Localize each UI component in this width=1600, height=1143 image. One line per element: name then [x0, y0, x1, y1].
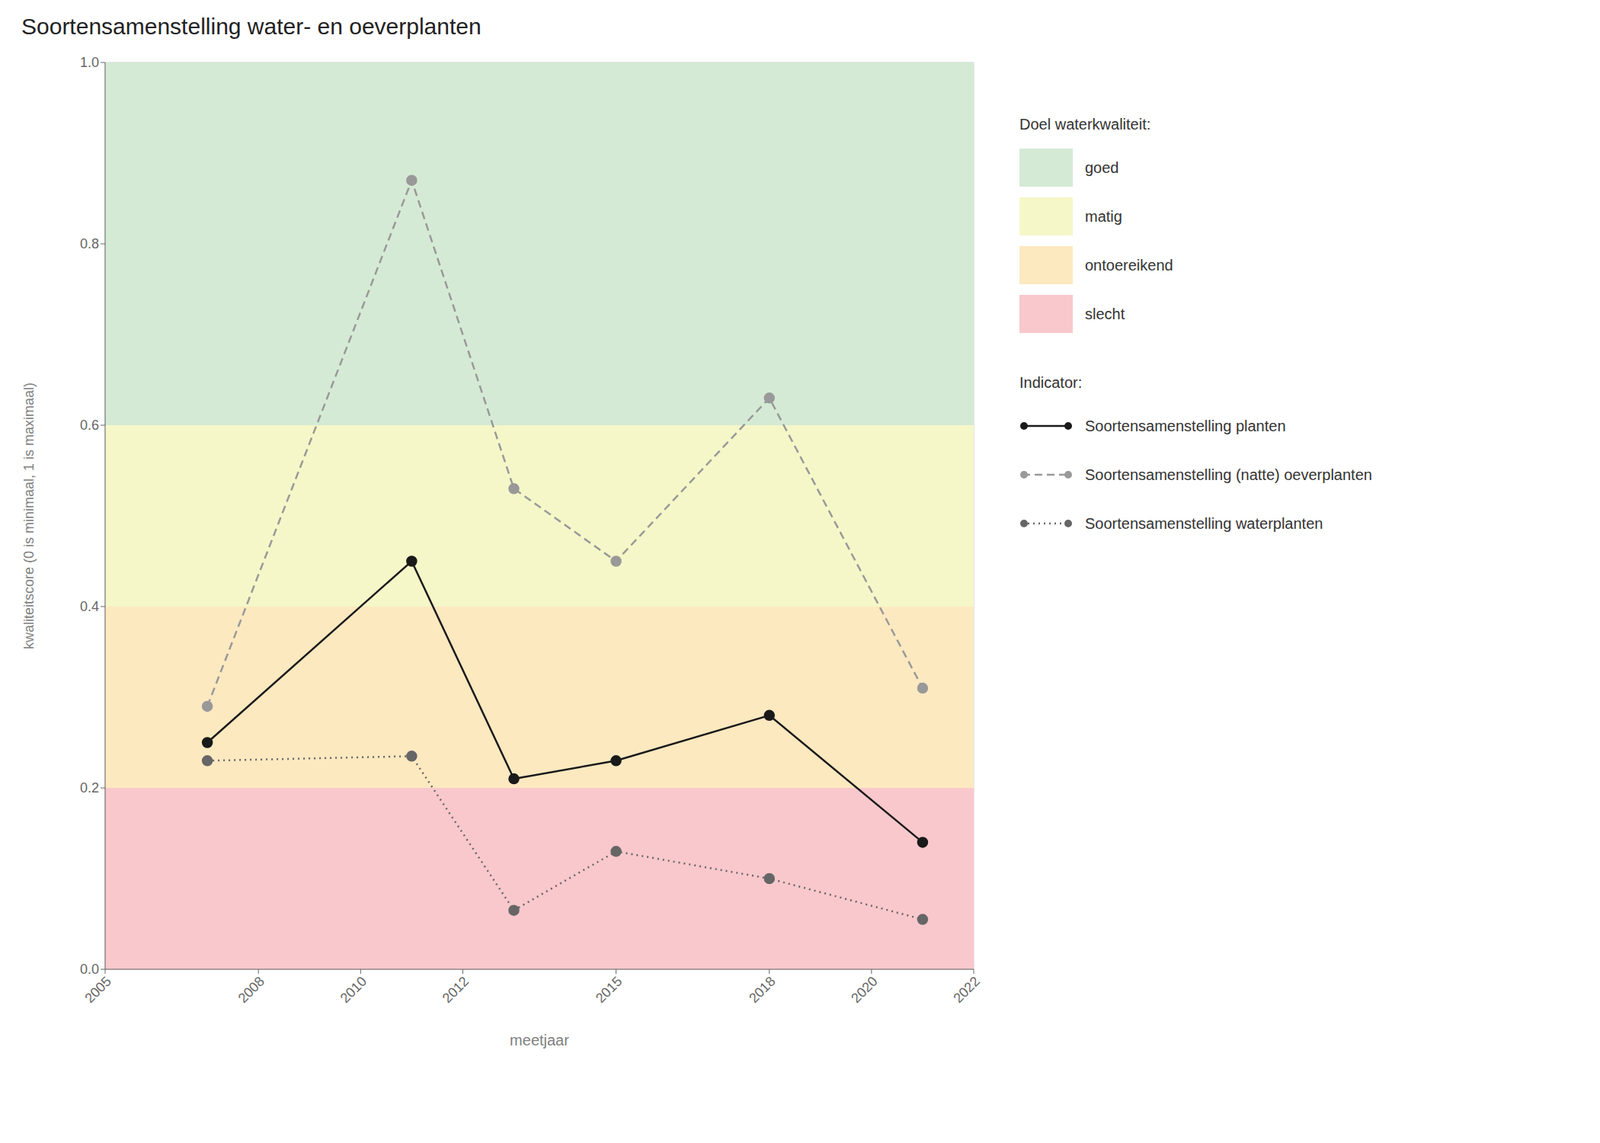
svg-text:0.8: 0.8 — [80, 236, 100, 252]
svg-text:2020: 2020 — [848, 973, 880, 1006]
html-text:slecht: slecht — [1084, 305, 1125, 322]
svg-text:0.4: 0.4 — [80, 598, 100, 615]
svg-text:0.2: 0.2 — [80, 780, 100, 796]
html-text:goed: goed — [1084, 158, 1119, 176]
html-text:ontoereikend: ontoereikend — [1084, 256, 1174, 274]
html-text:Doel waterkwaliteit:: Doel waterkwaliteit: — [1019, 115, 1151, 133]
svg-text:2010: 2010 — [337, 973, 370, 1006]
svg-text:kwaliteitscore (0 is minimaal,: kwaliteitscore (0 is minimaal, 1 is maxi… — [21, 382, 37, 650]
svg-text:2008: 2008 — [235, 973, 268, 1006]
html-text:Indicator:: Indicator: — [1019, 374, 1083, 391]
html-text:Soortensamenstelling planten: Soortensamenstelling planten — [1084, 417, 1286, 434]
svg-text:meetjaar: meetjaar — [509, 1031, 570, 1049]
svg-text:2022: 2022 — [950, 973, 983, 1006]
svg-text:2018: 2018 — [745, 973, 778, 1006]
html-text:matig: matig — [1084, 207, 1123, 225]
svg-text:2015: 2015 — [592, 973, 625, 1006]
svg-text:0.6: 0.6 — [80, 417, 100, 433]
svg-text:2012: 2012 — [439, 973, 472, 1006]
html-text:Soortensamenstelling (natte) o: Soortensamenstelling (natte) oeverplante… — [1084, 465, 1373, 483]
svg-text:1.0: 1.0 — [80, 54, 100, 71]
html-text:Soortensamenstelling waterplan: Soortensamenstelling waterplanten — [1084, 514, 1323, 532]
svg-text:0.0: 0.0 — [80, 961, 100, 977]
html-text:Soortensamenstelling water- en: Soortensamenstelling water- en oeverplan… — [21, 13, 482, 39]
svg-text:2005: 2005 — [81, 973, 114, 1006]
